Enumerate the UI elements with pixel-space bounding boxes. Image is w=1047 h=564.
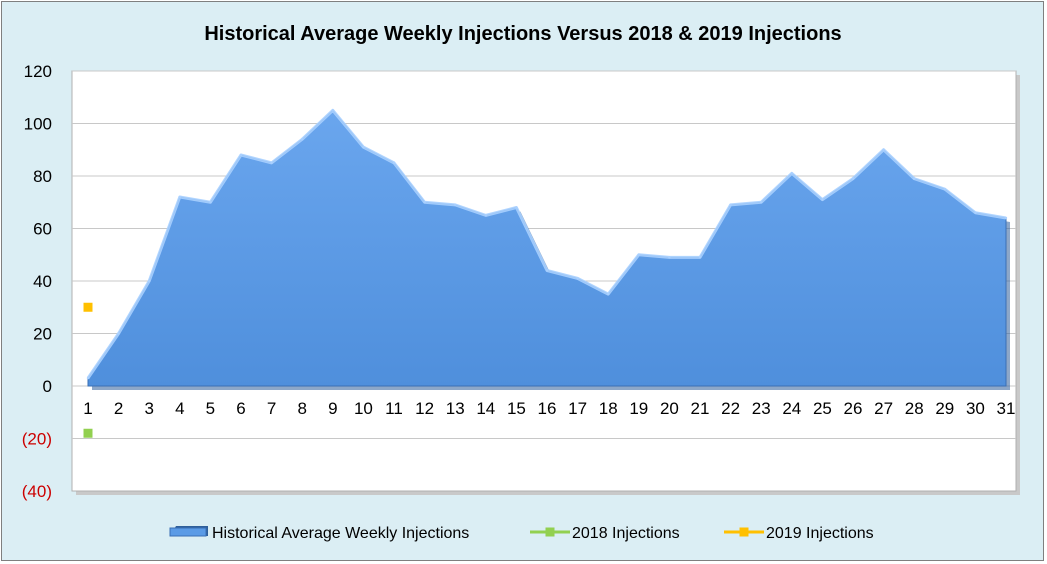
y-tick-label: 0 bbox=[43, 377, 52, 396]
area-point bbox=[851, 177, 855, 180]
area-point bbox=[607, 292, 610, 296]
y-axis-ticks: 120 100 80 60 40 20 0 (20) (40) bbox=[22, 62, 52, 501]
x-tick-label: 3 bbox=[144, 399, 153, 418]
x-tick-label: 5 bbox=[206, 399, 215, 418]
x-tick-label: 15 bbox=[507, 399, 526, 418]
x-tick-label: 29 bbox=[935, 399, 954, 418]
area-point bbox=[1004, 216, 1008, 220]
area-point bbox=[576, 277, 579, 280]
area-point bbox=[392, 161, 396, 165]
y-tick-label: 80 bbox=[33, 167, 52, 186]
area-point bbox=[821, 198, 824, 201]
area-series-layer bbox=[86, 108, 1010, 390]
x-tick-label: 25 bbox=[813, 399, 832, 418]
area-point bbox=[698, 256, 702, 259]
x-tick-label: 17 bbox=[568, 399, 587, 418]
area-point bbox=[331, 109, 334, 112]
area-point bbox=[637, 253, 640, 256]
x-tick-label: 24 bbox=[782, 399, 801, 418]
area-point bbox=[178, 195, 181, 199]
x-tick-label: 28 bbox=[905, 399, 924, 418]
x-tick-label: 14 bbox=[476, 399, 495, 418]
x-tick-label: 22 bbox=[721, 399, 740, 418]
legend-swatch-marker bbox=[739, 527, 749, 537]
area-point bbox=[86, 376, 90, 380]
y-tick-label: 60 bbox=[33, 220, 52, 239]
area-point bbox=[545, 269, 549, 272]
y-tick-label: 40 bbox=[33, 272, 52, 291]
point-2018-injections bbox=[83, 428, 93, 438]
x-tick-label: 1 bbox=[83, 399, 92, 418]
area-point bbox=[882, 148, 885, 151]
y-tick-label: (40) bbox=[22, 482, 52, 501]
x-tick-label: 26 bbox=[844, 399, 863, 418]
area-point bbox=[362, 145, 365, 149]
area-point bbox=[943, 187, 946, 191]
area-point bbox=[484, 214, 487, 217]
area-point bbox=[760, 201, 763, 204]
x-tick-label: 12 bbox=[415, 399, 434, 418]
area-point bbox=[668, 256, 671, 259]
x-tick-label: 4 bbox=[175, 399, 184, 418]
area-point bbox=[209, 201, 212, 204]
x-tick-label: 27 bbox=[874, 399, 893, 418]
x-tick-label: 16 bbox=[538, 399, 557, 418]
x-tick-label: 13 bbox=[446, 399, 465, 418]
point-2019-injections bbox=[83, 302, 93, 312]
area-point bbox=[913, 177, 916, 180]
area-point bbox=[270, 161, 273, 165]
legend-swatch-marker bbox=[545, 527, 555, 537]
legend: Historical Average Weekly Injections 2018… bbox=[169, 525, 874, 542]
legend-swatch bbox=[169, 527, 207, 537]
x-tick-label: 31 bbox=[997, 399, 1016, 418]
x-tick-label: 30 bbox=[966, 399, 985, 418]
legend-label: 2019 Injections bbox=[766, 525, 874, 542]
x-tick-label: 23 bbox=[752, 399, 771, 418]
x-tick-label: 2 bbox=[114, 399, 123, 418]
area-point bbox=[239, 153, 243, 157]
area-point bbox=[790, 172, 793, 175]
area-point bbox=[301, 138, 304, 141]
area-point bbox=[454, 203, 457, 207]
y-tick-label: 20 bbox=[33, 325, 52, 344]
legend-label: Historical Average Weekly Injections bbox=[212, 525, 469, 542]
y-tick-label: (20) bbox=[22, 430, 52, 449]
y-tick-label: 100 bbox=[24, 115, 52, 134]
x-tick-label: 21 bbox=[691, 399, 710, 418]
area-point bbox=[729, 203, 732, 207]
chart-title: Historical Average Weekly Injections Ver… bbox=[204, 23, 841, 45]
area-point bbox=[515, 206, 518, 209]
area-point bbox=[117, 332, 120, 335]
x-tick-label: 8 bbox=[297, 399, 306, 418]
x-tick-label: 19 bbox=[629, 399, 648, 418]
area-point bbox=[423, 201, 426, 204]
x-tick-label: 10 bbox=[354, 399, 373, 418]
point-series-layer bbox=[83, 302, 93, 438]
x-tick-label: 9 bbox=[328, 399, 337, 418]
x-tick-label: 7 bbox=[267, 399, 276, 418]
x-tick-label: 6 bbox=[236, 399, 245, 418]
x-tick-label: 11 bbox=[385, 399, 403, 418]
area-point bbox=[148, 279, 151, 283]
legend-label: 2018 Injections bbox=[572, 525, 680, 542]
x-axis-ticks: 1 2 3 4 5 6 7 8 9 10 11 12 13 14 15 16 17 18 19 20 21 22 23 24 2… bbox=[83, 399, 1015, 418]
y-tick-label: 120 bbox=[24, 62, 52, 81]
area-point bbox=[974, 211, 977, 214]
x-tick-label: 20 bbox=[660, 399, 679, 418]
x-tick-label: 18 bbox=[599, 399, 618, 418]
